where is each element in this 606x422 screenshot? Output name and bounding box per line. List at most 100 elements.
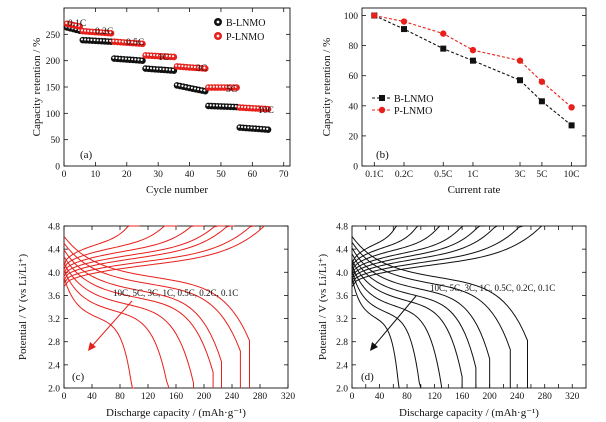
panel-c-xtick-label-8: 320 [281,392,296,402]
panel-c-charge-curve-4 [63,225,235,281]
point-a-B-2-6-shine [131,58,134,61]
point-a-P-4-7-shine [197,66,200,69]
point-a-P-6-2-shine [244,105,247,109]
panel-c-ytick-label-2: 2.8 [48,338,60,348]
point-a-P-0-0-shine [65,21,68,25]
point-a-P-3-2-shine [149,53,153,57]
panel-d-ylabel: Potential / V (vs Li/Li⁺) [317,254,329,361]
panel-d-ytick-label-0: 2.0 [336,385,348,395]
panel-b: 0 20 40 60 80 100 0.1C 0.2C 0.5C 1C 3C 5C 10C (b) B-… [321,7,587,196]
panel-b-xtick-label-4: 3C [514,170,525,180]
point-a-P-2-6-shine [131,41,134,44]
panel-b-xtick-label-0: 0.1C [365,170,383,180]
point-a-B-3-5-shine [159,67,162,71]
point-a-B-5-6-shine [225,104,228,107]
panel-d-xtick-label-14: 280 [538,392,553,402]
point-a-P-1-5-shine [96,30,99,33]
panel-b-xtick-label-3: 1C [467,170,478,180]
panel-c-arrowhead [88,342,96,351]
point-a-B-4-9-shine [203,89,206,92]
panel-a-xtick-label-2: 20 [122,170,132,180]
point-a-P-5-1-shine [209,85,212,88]
point-a-P-3-9 [170,53,178,61]
point-a-B-3-6-shine [162,68,165,71]
panel-c-ytick-label-4: 3.6 [48,292,60,302]
point-a-B-3-9-shine [171,68,175,71]
point-a-B-2-5-shine [128,57,131,61]
point-b-1-1 [400,18,408,25]
point-a-P-5-9-shine [234,85,237,88]
panel-d-ytick-label-5: 4.0 [336,269,348,279]
panel-c-ytick-label-1: 2.4 [48,361,60,371]
panel-b-ytick-label-3: 60 [349,72,359,82]
panel-d-discharge-curve-7 [351,236,528,388]
panel-b-frame [361,7,587,167]
panel-d-ytick-label-6: 4.4 [336,246,348,256]
point-a-B-1-5-shine [96,39,99,42]
panel-a-rate-2: 0.5C [126,38,144,48]
point-a-B-5-9-shine [234,105,237,108]
panel-d-xtick-label-12: 240 [510,392,525,402]
point-a-B-2-8-shine [137,58,140,61]
legend-a-b-label: B-LNMO [226,18,265,29]
point-a-P-6-5-shine [253,106,256,109]
panel-c-xtick-label-3: 120 [141,392,156,402]
legend-b-p-marker [378,106,386,114]
point-a-P-2-1-shine [115,40,118,43]
panel-d-charge-curve-4 [351,225,486,279]
point-a-B-4-4-shine [187,86,190,89]
point-a-B-6-7-shine [259,127,263,130]
point-a-B-4-7-shine [197,88,200,91]
point-a-B-6-5-shine [253,126,256,130]
point-a-P-0-4-shine [77,24,80,27]
point-a-B-6-0-shine [237,125,241,128]
point-a-P-1-9-shine [109,31,112,34]
panel-a-rate-6: 10C [258,106,274,116]
point-a-P-2-3-shine [121,40,124,43]
panel-c-annotation: 10C, 5C, 3C, 1C, 0.5C, 0.2C, 0.1C [113,288,238,298]
panel-d-xtick-label-0: 0 [350,392,355,402]
point-a-P-2-9 [139,40,146,48]
point-a-B-6-3-shine [247,126,250,129]
panel-c-charge-curve-5 [63,225,255,284]
panel-a-ytick-label-0: 0 [55,163,60,173]
panel-c-discharge-curve-5 [63,242,241,388]
panel-d-xtick-label-16: 320 [565,392,580,402]
panel-a-label: (a) [80,149,93,161]
point-a-P-4-9-shine [203,66,206,69]
point-a-B-6-4-shine [250,126,253,129]
point-a-P-3-6-shine [162,54,165,57]
point-a-B-1-0-shine [80,38,84,41]
panel-d-discharge-curve-3 [351,259,463,388]
point-a-P-4-4-shine [187,65,190,68]
point-a-P-4-5-shine [190,65,193,68]
panel-a-xtick-label-7: 70 [279,170,289,180]
panel-c-xtick-label-4: 160 [169,392,184,402]
point-b-1-6 [568,104,575,111]
point-a-P-4-3-shine [184,65,187,68]
panel-c-discharge-curve-0 [63,276,134,389]
panel-d-discharge-curve-1 [351,270,422,389]
point-a-B-6-6-shine [256,127,259,130]
panel-c-xlabel: Discharge capacity / (mAh·g⁻¹) [106,407,246,419]
point-a-B-5-5-shine [222,104,225,107]
point-a-B-2-0-shine [112,56,115,59]
point-a-P-0-1-shine [68,22,71,25]
legend-a-b-marker-highlight [216,20,220,24]
panel-a-ytick-label-1: 50 [51,136,61,146]
point-a-B-2-7-shine [134,58,137,61]
panel-b-xtick-label-2: 0.5C [434,170,452,180]
point-b-1-4 [516,57,524,64]
point-a-B-6-9-shine [266,127,269,130]
point-a-B-6-9 [264,126,272,133]
point-a-B-4-5-shine [190,86,193,89]
panel-a-xtick-label-0: 0 [62,170,67,180]
panel-d-discharge-curve-2 [351,265,442,388]
panel-d-frame [351,225,587,389]
panel-a-ytick-label-3: 150 [46,84,61,94]
point-b-1-3 [469,46,477,54]
panel-c-charge-curve-0 [63,225,140,267]
panel-d-xlabel: Discharge capacity / (mAh·g⁻¹) [399,407,539,419]
point-a-P-2-0-shine [112,39,115,43]
point-a-P-6-4-shine [250,106,253,109]
